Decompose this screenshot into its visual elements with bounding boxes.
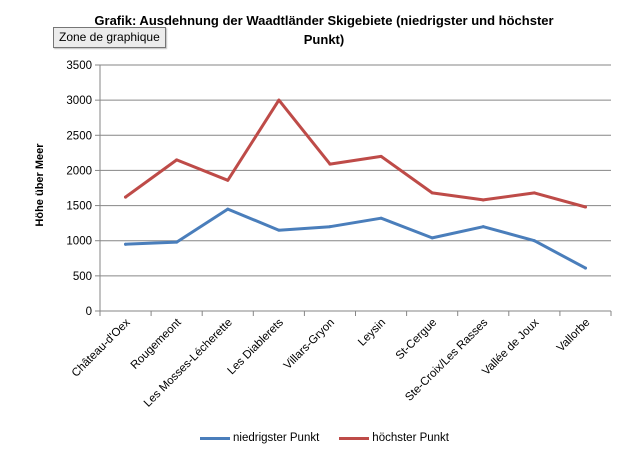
x-tick-label: Leysin — [356, 317, 388, 349]
y-tick-label: 2500 — [66, 130, 92, 142]
x-tick-label: Villars-Gryon — [282, 317, 337, 372]
legend-label-high: höchster Punkt — [372, 432, 450, 444]
series-line-low — [124, 207, 587, 270]
series-lines — [124, 98, 587, 270]
data-point — [583, 266, 587, 270]
data-point — [532, 239, 536, 243]
chart-area-tooltip: Zone de graphique — [53, 27, 166, 48]
x-tick-label: St-Cergue — [394, 317, 440, 363]
legend: niedrigster Punkt höchster Punkt — [200, 430, 469, 446]
y-tick-label: 3000 — [66, 95, 92, 107]
chart-title: Grafik: Ausdehnung der Waadtländer Skige… — [94, 13, 554, 47]
data-point — [430, 236, 434, 240]
data-point — [328, 225, 332, 229]
data-point — [379, 216, 383, 220]
y-tick-label: 3500 — [66, 60, 92, 72]
y-tick-label: 2000 — [66, 165, 92, 177]
y-tick-label: 1500 — [66, 201, 92, 213]
data-point — [583, 205, 587, 209]
y-tick-labels: 0 500 1000 1500 2000 2500 3000 3500 — [66, 60, 92, 318]
legend-item-low: niedrigster Punkt — [200, 432, 319, 444]
gridlines — [100, 64, 611, 277]
data-point — [226, 207, 230, 211]
data-point — [277, 228, 281, 232]
y-tick-label: 1000 — [66, 236, 92, 248]
x-tick-label: Vallorbe — [555, 317, 593, 355]
data-point — [124, 195, 128, 199]
data-point — [175, 158, 179, 162]
data-point — [328, 162, 332, 166]
x-tick-label: Les Mosses-Lécherette — [142, 317, 235, 410]
y-tick-label: 0 — [86, 306, 92, 318]
data-point — [124, 242, 128, 246]
legend-label-low: niedrigster Punkt — [233, 432, 320, 444]
axes — [95, 64, 612, 316]
legend-swatch-low — [200, 436, 230, 440]
data-point — [379, 154, 383, 158]
data-point — [226, 178, 230, 182]
data-point — [532, 191, 536, 195]
data-point — [481, 198, 485, 202]
series-line-high — [124, 98, 587, 209]
data-point — [175, 240, 179, 244]
data-point — [481, 225, 485, 229]
y-tick-label: 500 — [73, 271, 92, 283]
legend-swatch-high — [339, 436, 370, 440]
legend-item-high: höchster Punkt — [339, 432, 449, 444]
data-point — [277, 98, 281, 102]
data-point — [430, 191, 434, 195]
x-tick-label: Les Diablerets — [226, 316, 287, 377]
x-tick-label: Ste-Croix/Les Rasses — [403, 316, 490, 403]
x-tick-label: Château-d'Oex — [70, 316, 133, 379]
x-tick-label: Rougemeont — [129, 316, 185, 372]
